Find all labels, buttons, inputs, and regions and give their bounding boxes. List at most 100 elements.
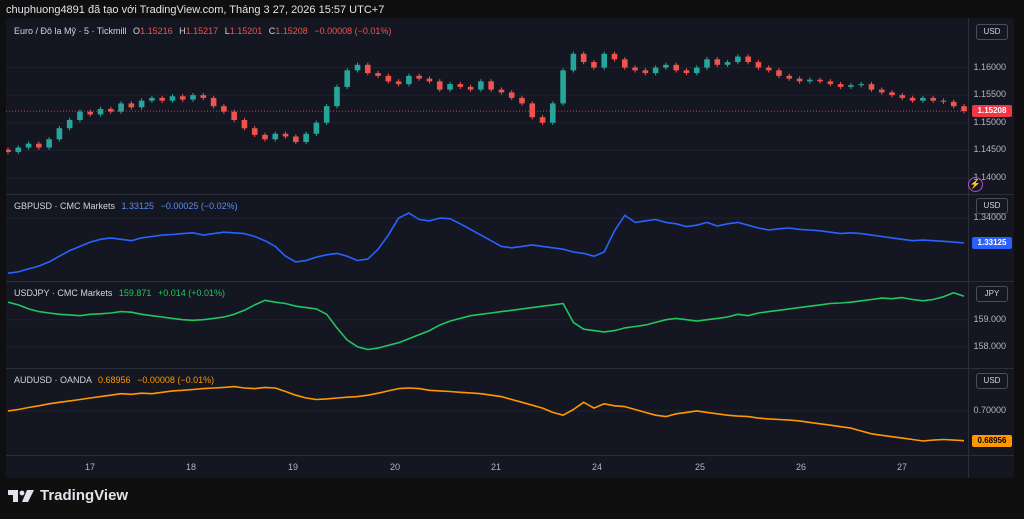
price-tick-label: 1.14500 [973, 144, 1006, 155]
candle-body [293, 136, 299, 143]
candle-body [848, 85, 854, 87]
close-value: 1.15208 [275, 26, 308, 36]
candle-body [796, 78, 803, 82]
currency-button-audusd[interactable]: USD [976, 373, 1008, 389]
price-tick-label: 1.15000 [973, 116, 1006, 127]
candle-body [467, 86, 474, 90]
series-line [7, 385, 965, 442]
pane-separator[interactable] [6, 194, 1014, 195]
candle-body [704, 59, 710, 68]
candle-body [560, 70, 566, 104]
candle-body [221, 106, 227, 112]
candle-body [395, 81, 402, 85]
candle-body [200, 95, 207, 98]
price-tick-label: 1.15500 [973, 89, 1006, 100]
candle-body [642, 70, 649, 74]
candle-body [436, 81, 443, 90]
candle-body [478, 81, 484, 90]
pane-separator[interactable] [6, 368, 1014, 369]
candle-body [755, 62, 762, 68]
lightning-icon[interactable]: ⚡ [968, 177, 983, 192]
legend-gbpusd[interactable]: GBPUSD · CMC Markets 1.33125 −0.00025 (−… [14, 201, 238, 211]
candle-body [837, 84, 844, 87]
candle-body [169, 96, 176, 101]
last-value: 159.871 [118, 288, 152, 298]
low-label: L [224, 26, 230, 36]
candle-body [87, 111, 94, 115]
date-axis-label: 17 [84, 462, 96, 472]
candle-body [138, 100, 145, 108]
candle-body [272, 133, 279, 140]
currency-button-gbpusd[interactable]: USD [976, 198, 1008, 214]
candle-body [724, 62, 731, 65]
currency-button-eurusd[interactable]: USD [976, 24, 1008, 40]
legend-symbol: USDJPY · CMC Markets [14, 288, 113, 298]
candle-body [251, 128, 258, 135]
candle-body [375, 73, 381, 76]
currency-button-usdjpy[interactable]: JPY [976, 286, 1008, 302]
candle-body [323, 106, 330, 123]
candle-body [632, 67, 638, 71]
candle-body [550, 103, 556, 123]
price-tick-label: 0.70000 [973, 404, 1006, 415]
legend-eurusd[interactable]: Euro / Đô la Mỹ · 5 · Tickmill O1.15216 … [14, 26, 391, 36]
candle-body [313, 122, 320, 134]
price-tick-label: 1.16000 [973, 61, 1006, 72]
candle-body [663, 64, 669, 68]
date-axis-label: 24 [591, 462, 603, 472]
candle-body [107, 108, 114, 112]
last-value: 0.68956 [98, 375, 131, 385]
candle-body [457, 84, 464, 87]
candle-body [519, 97, 525, 104]
date-axis-label: 26 [795, 462, 807, 472]
candle-body [858, 84, 865, 86]
last-price-tag-audusd: 0.68956 [972, 434, 1012, 447]
legend-symbol: AUDUSD · OANDA [14, 375, 92, 385]
candle-body [580, 53, 587, 63]
close-label: C [268, 26, 276, 36]
open-label: O [133, 26, 141, 36]
candle-body [241, 119, 248, 129]
last-price-tag-gbpusd: 1.33125 [972, 236, 1012, 249]
candle-body [652, 67, 659, 74]
change-value: −0.00008 (−0.01%) [314, 26, 392, 36]
candle-body [899, 95, 906, 98]
candle-body [745, 56, 751, 63]
candle-body [282, 133, 289, 137]
candle-body [385, 75, 392, 82]
candle-body [786, 75, 793, 79]
date-axis-label: 19 [287, 462, 299, 472]
candle-body [601, 53, 608, 68]
chart-area[interactable]: Euro / Đô la Mỹ · 5 · Tickmill O1.15216 … [6, 18, 1014, 478]
candle-body [508, 92, 515, 98]
candle-body [683, 70, 690, 74]
date-axis-label: 18 [185, 462, 197, 472]
candle-body [961, 106, 967, 112]
price-tick-label: 158.000 [973, 340, 1006, 351]
candle-body [920, 97, 926, 101]
candle-body [693, 67, 700, 74]
candle-body [868, 84, 875, 90]
low-value: 1.15201 [229, 26, 263, 36]
change-value: −0.00008 (−0.01%) [137, 375, 215, 385]
open-value: 1.15216 [140, 26, 173, 36]
legend-symbol: GBPUSD · CMC Markets [14, 201, 116, 211]
candle-body [344, 70, 351, 87]
candle-body [354, 64, 361, 71]
legend-audusd[interactable]: AUDUSD · OANDA 0.68956 −0.00008 (−0.01%) [14, 375, 214, 385]
candle-body [950, 101, 957, 107]
pane-separator[interactable] [6, 281, 1014, 282]
candle-body [878, 89, 885, 93]
candle-body [591, 62, 597, 68]
candle-body [416, 75, 422, 79]
candle-body [6, 149, 11, 152]
candle-body [930, 97, 936, 101]
change-value: +0.014 (+0.01%) [157, 288, 225, 298]
candle-body [190, 95, 196, 100]
candle-body [611, 53, 618, 60]
candle-body [149, 97, 155, 101]
candle-body [714, 59, 721, 65]
candle-body [66, 119, 73, 129]
candle-body [406, 75, 412, 85]
legend-usdjpy[interactable]: USDJPY · CMC Markets 159.871 +0.014 (+0.… [14, 288, 225, 298]
